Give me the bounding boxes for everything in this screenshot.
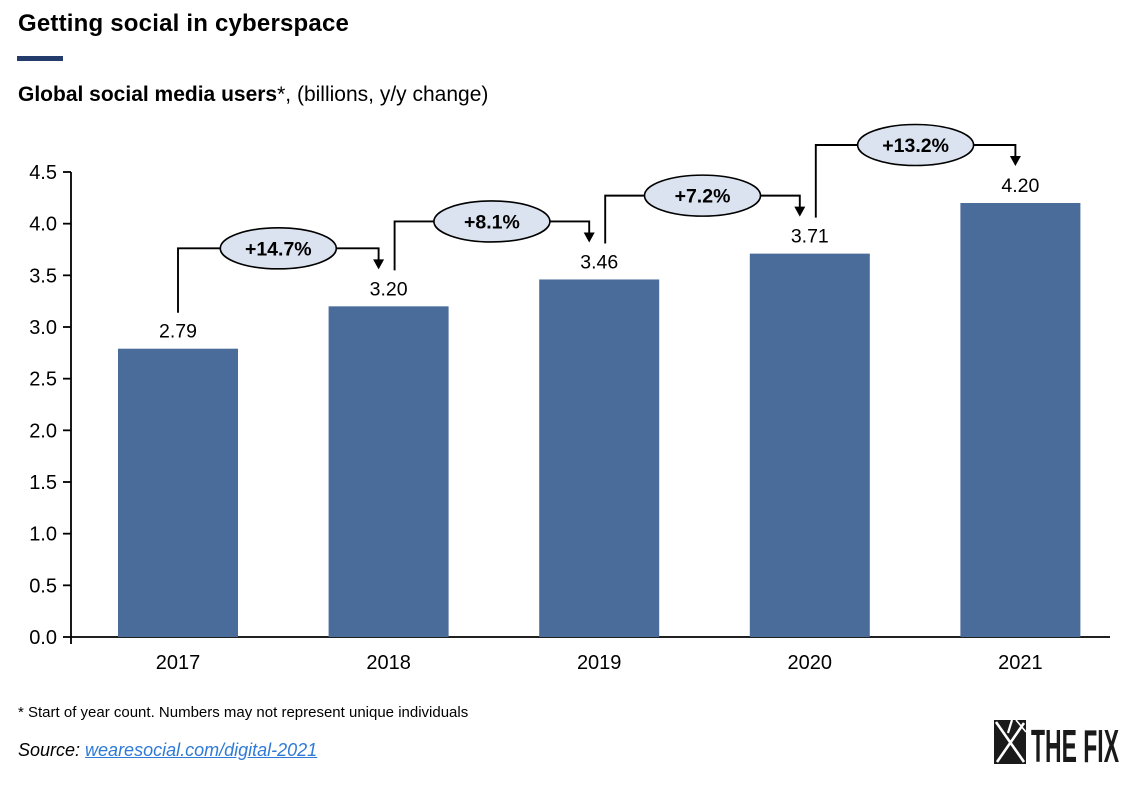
y-axis-tick-label: 3.5 xyxy=(29,265,57,287)
chart-subtitle: Global social media users*, (billions, y… xyxy=(18,83,488,107)
yoy-callout-label: +7.2% xyxy=(675,186,731,208)
thefix-logo-graphic: THE FIX xyxy=(994,719,1119,772)
source-label: Source: xyxy=(18,740,86,760)
arrow-down-icon xyxy=(373,259,385,270)
footnote: * Start of year count. Numbers may not r… xyxy=(18,704,469,721)
arrow-down-icon xyxy=(794,206,806,217)
arrow-down-icon xyxy=(583,232,595,243)
logo-text: THE FIX xyxy=(1031,720,1119,766)
y-axis-tick-label: 0.5 xyxy=(29,575,57,597)
x-axis-category-label: 2017 xyxy=(156,652,201,674)
bar-value-label: 2.79 xyxy=(159,321,197,343)
bar-value-label: 3.71 xyxy=(791,226,829,248)
bar-value-label: 4.20 xyxy=(1001,175,1039,197)
thefix-logo: THE FIX xyxy=(994,718,1122,772)
yoy-callout-oval xyxy=(219,227,338,270)
y-axis-tick-label: 3.0 xyxy=(29,317,57,339)
page-title: Getting social in cyberspace xyxy=(18,10,350,37)
y-axis-tick-label: 0.0 xyxy=(29,627,57,649)
bar-value-label: 3.46 xyxy=(580,251,618,273)
y-axis-tick-label: 1.5 xyxy=(29,472,57,494)
y-axis-tick-label: 1.0 xyxy=(29,524,57,546)
source-line: Source: wearesocial.com/digital-2021 xyxy=(18,740,317,761)
bar-value-label: 3.20 xyxy=(370,278,408,300)
bar-2020 xyxy=(749,253,870,637)
bar-2021 xyxy=(960,203,1081,637)
bar-2017 xyxy=(118,348,238,637)
source-link[interactable]: wearesocial.com/digital-2021 xyxy=(85,740,318,760)
shattered-x-icon xyxy=(994,719,1027,764)
yoy-callout-label: +14.7% xyxy=(245,238,312,260)
y-axis-tick-label: 2.5 xyxy=(29,369,57,391)
bar-2019 xyxy=(539,279,660,637)
x-axis-category-label: 2021 xyxy=(998,652,1043,674)
arrow-down-icon xyxy=(1009,156,1021,166)
yoy-callout-label: +8.1% xyxy=(464,211,520,233)
subtitle-note-text: *, (billions, y/y change) xyxy=(277,83,489,106)
yoy-callout-oval xyxy=(643,174,762,217)
y-axis-tick-label: 2.0 xyxy=(29,420,57,442)
x-axis-category-label: 2019 xyxy=(577,652,622,674)
yoy-callout-oval xyxy=(433,200,551,243)
subtitle-bold-text: Global social media users xyxy=(18,83,278,106)
yoy-callout-label: +13.2% xyxy=(882,135,949,157)
bar-2018 xyxy=(328,306,449,637)
yoy-callout-oval xyxy=(856,123,975,167)
y-axis-tick-label: 4.0 xyxy=(29,214,57,236)
y-axis-tick-label: 4.5 xyxy=(29,162,57,184)
x-axis-category-label: 2020 xyxy=(788,652,833,674)
x-axis-category-label: 2018 xyxy=(366,652,411,674)
title-accent-bar xyxy=(17,56,63,61)
